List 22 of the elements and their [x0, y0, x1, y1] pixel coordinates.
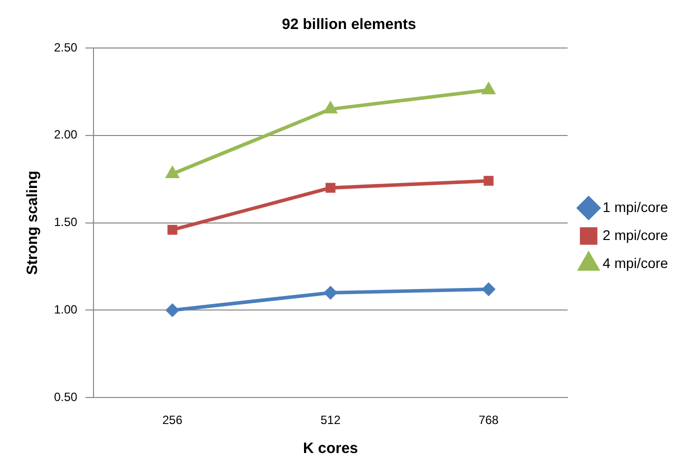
chart-title: 92 billion elements: [282, 16, 416, 34]
point: [484, 176, 494, 186]
point: [166, 304, 179, 316]
legend-label: 4 mpi/core: [602, 254, 668, 271]
legend-label: 1 mpi/core: [602, 198, 668, 215]
legend-label: 2 mpi/core: [602, 226, 668, 243]
point: [482, 83, 495, 94]
y-tick-label: 2.00: [54, 128, 78, 142]
y-axis-title: Strong scaling: [24, 170, 42, 275]
y-tick-label: 0.50: [54, 390, 78, 404]
x-tick-label: 768: [478, 413, 499, 428]
point: [324, 102, 337, 114]
y-tick-label: 1.50: [54, 215, 78, 230]
point: [326, 182, 336, 193]
point: [167, 224, 178, 235]
x-tick-label: 512: [320, 413, 341, 428]
y-tick-label: 1.00: [54, 302, 78, 317]
x-tick-label: 256: [162, 413, 183, 428]
point: [324, 286, 337, 299]
x-axis-title: K cores: [302, 440, 358, 458]
y-tick-label: 2.50: [54, 40, 78, 54]
point: [482, 282, 495, 296]
